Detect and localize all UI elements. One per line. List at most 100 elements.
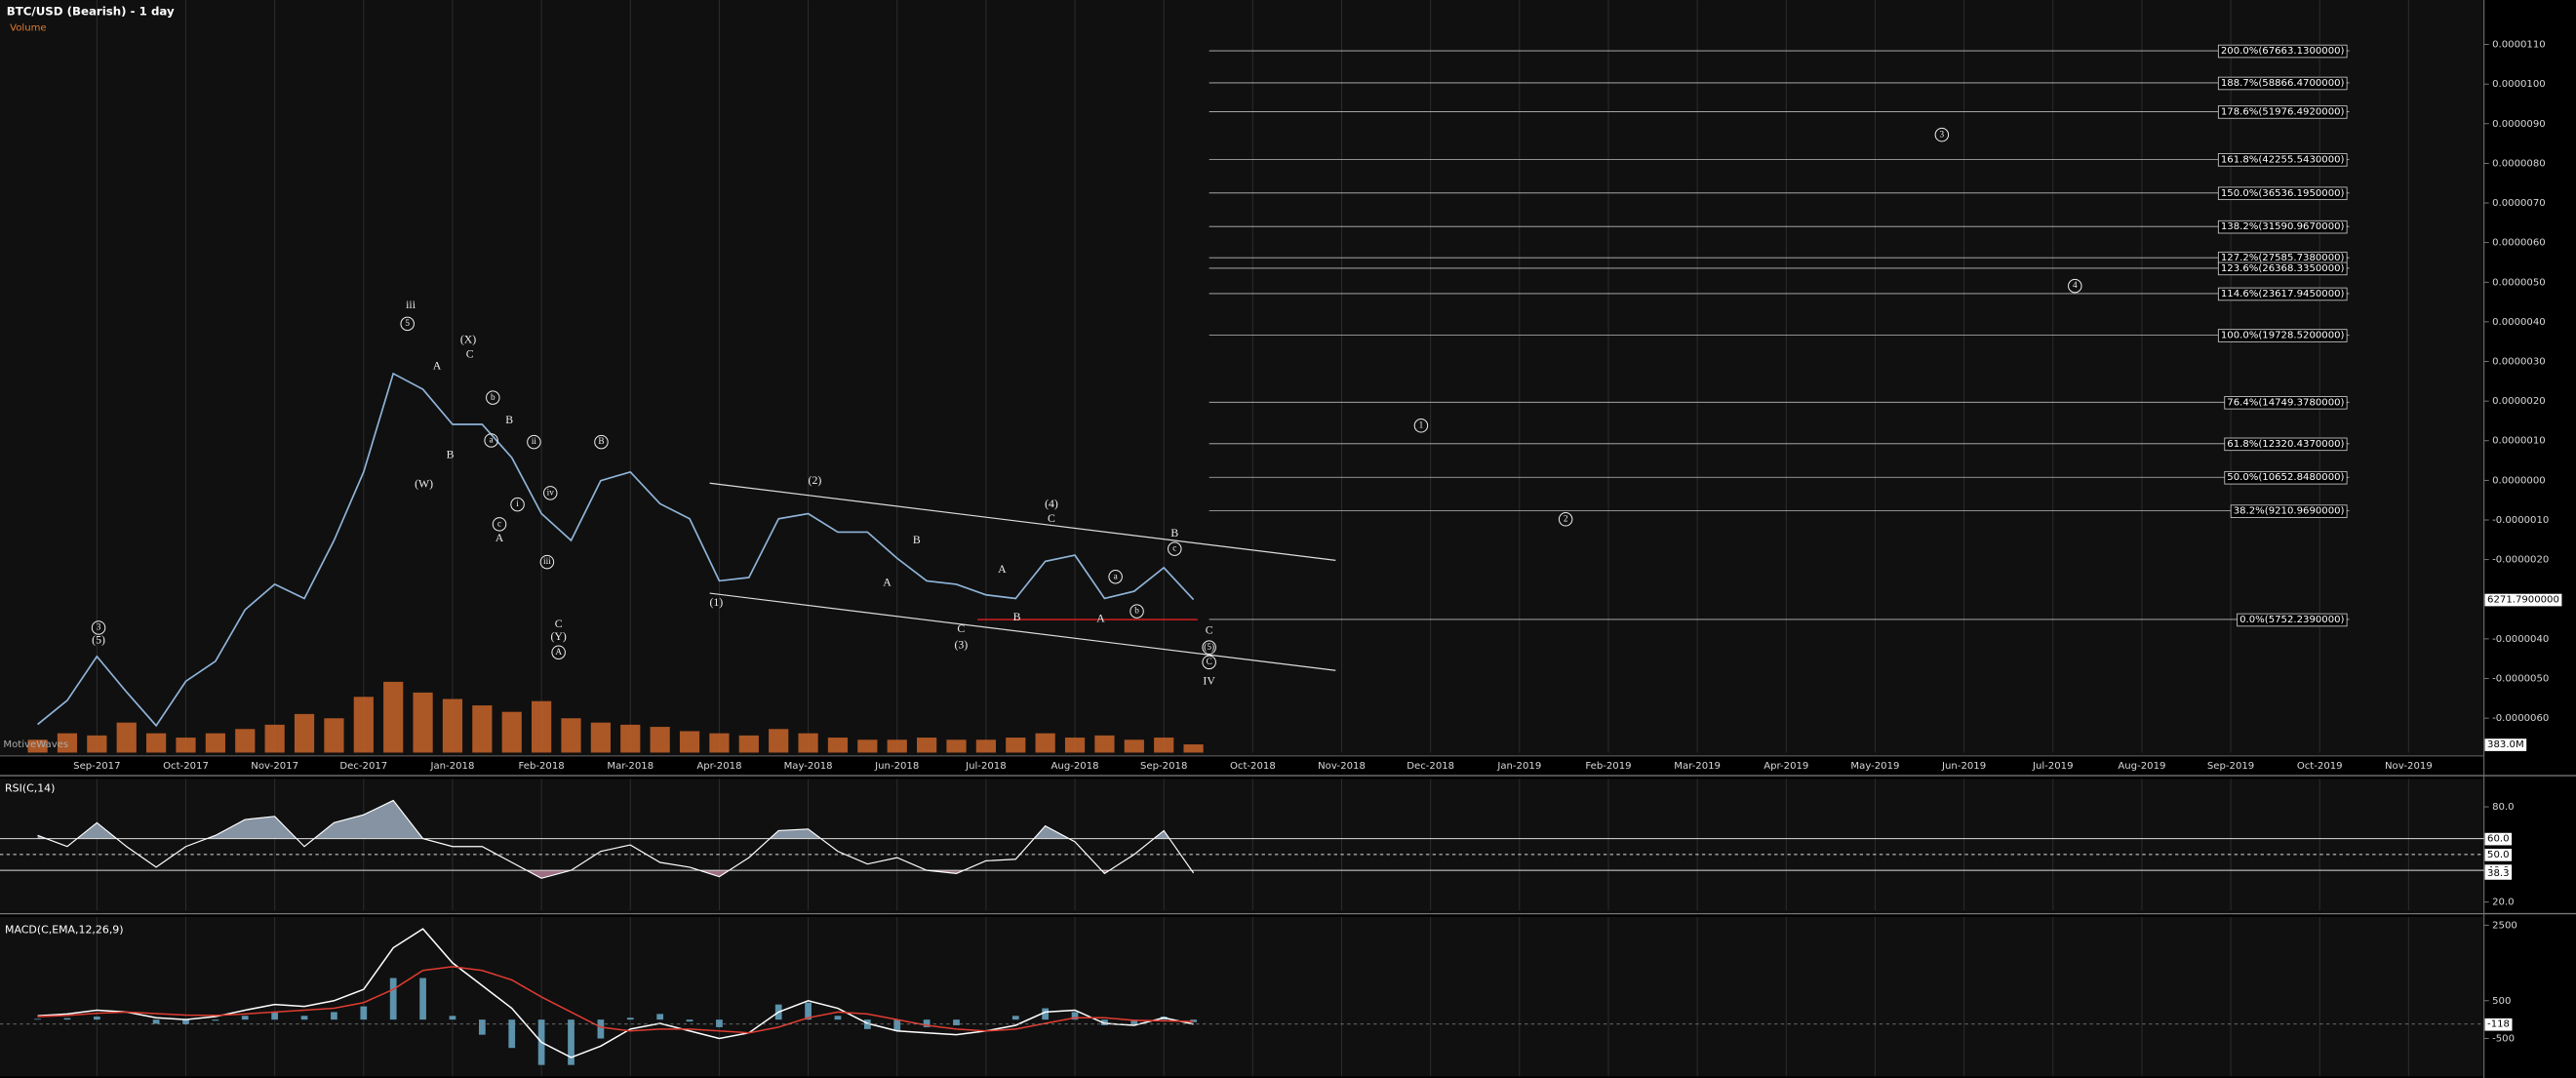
label-box — [2237, 613, 2348, 627]
wave-label: i — [516, 499, 519, 509]
rsi-level-label: 50.0 — [2487, 850, 2509, 860]
wave-label: B — [447, 447, 455, 460]
macd-histogram-bar — [300, 1016, 308, 1020]
y-tick-label: 500 — [2492, 996, 2511, 1007]
volume-bar — [87, 735, 107, 753]
label-box — [2484, 1018, 2513, 1031]
macd-histogram-bar — [626, 1018, 634, 1020]
label-box — [2484, 739, 2527, 751]
macd-histogram-bar — [656, 1014, 664, 1020]
wave-label: ii — [532, 437, 537, 447]
wave-label: B — [598, 437, 604, 447]
watermark: MotiveWaves — [3, 739, 68, 750]
wave-label: C — [555, 617, 563, 630]
rsi-level-label: 60.0 — [2487, 834, 2509, 845]
x-tick-label: Jun-2018 — [874, 761, 919, 772]
wave-label: C — [957, 621, 965, 635]
volume-bar — [769, 729, 789, 753]
volume-bar — [650, 727, 670, 753]
wave-label: (2) — [809, 473, 822, 487]
fib-label: 61.8%(12320.4370000) — [2227, 439, 2344, 450]
x-tick-label: Oct-2019 — [2297, 761, 2343, 772]
x-tick-label: Jul-2019 — [2032, 761, 2074, 772]
wave-circle — [1108, 569, 1123, 584]
wave-circle — [400, 316, 415, 332]
wave-label: b — [491, 393, 495, 403]
volume-bar — [1006, 738, 1026, 753]
wave-label: C — [1206, 623, 1213, 637]
label-box — [2217, 220, 2348, 234]
x-tick-label: Oct-2018 — [1230, 761, 1276, 772]
fib-label: 0.0%(5752.2390000) — [2239, 615, 2344, 625]
volume-bar — [57, 733, 78, 753]
rsi-panel — [0, 779, 2484, 912]
label-box — [2230, 504, 2348, 518]
label-box — [2224, 470, 2348, 485]
x-tick-label: Jan-2018 — [430, 761, 475, 772]
y-tick-label: -0.0000020 — [2492, 555, 2549, 566]
wave-circle — [1413, 419, 1429, 433]
wave-circle — [539, 554, 555, 570]
macd-histogram-bar — [568, 1019, 575, 1065]
label-box — [2484, 849, 2513, 861]
rsi-last-label: 38.3 — [2487, 868, 2509, 879]
volume-bar — [413, 692, 433, 753]
volume-bar — [472, 705, 493, 753]
wave-label: (W) — [415, 477, 433, 491]
volume-bar — [501, 711, 522, 753]
wave-label: (1) — [709, 595, 723, 609]
volume-bar — [116, 722, 137, 753]
last-price-label: 6271.7900000 — [2487, 595, 2559, 606]
volume-bar — [146, 733, 167, 753]
fib-label: 123.6%(26368.3350000) — [2221, 263, 2345, 274]
macd-histogram-bar — [686, 1019, 694, 1022]
wave-label: 5 — [405, 319, 410, 329]
x-tick-label: Jul-2018 — [965, 761, 1007, 772]
wave-label: iv — [547, 488, 555, 498]
macd-histogram-bar — [923, 1019, 931, 1027]
wave-label: A — [555, 648, 562, 658]
wave-label: B — [913, 533, 921, 546]
macd-histogram-bar — [271, 1012, 279, 1020]
wave-label: C — [466, 347, 474, 361]
wave-label: a — [490, 436, 494, 446]
volume-bar — [324, 718, 344, 753]
macd-histogram-bar — [241, 1016, 249, 1020]
wave-label: 3 — [97, 623, 101, 633]
x-tick-label: Nov-2018 — [1318, 761, 1366, 772]
volume-bar — [176, 738, 196, 753]
wave-circle — [1129, 604, 1144, 619]
wave-label: 1 — [1419, 420, 1424, 430]
x-tick-label: May-2019 — [1850, 761, 1899, 772]
wave-label: (3) — [954, 638, 968, 652]
x-tick-label: Jun-2019 — [1941, 761, 1986, 772]
fib-label: 76.4%(14749.3780000) — [2227, 397, 2344, 408]
macd-histogram-bar — [1071, 1012, 1079, 1020]
volume-bar — [1154, 738, 1174, 753]
volume-bar — [709, 733, 730, 753]
label-box — [2484, 867, 2513, 880]
volume-bar — [205, 733, 225, 753]
macd-histogram-bar — [953, 1019, 960, 1025]
wave-circle — [91, 620, 106, 635]
x-tick-label: May-2018 — [784, 761, 833, 772]
macd-histogram-bar — [182, 1019, 189, 1024]
macd-histogram-bar — [508, 1019, 516, 1049]
x-tick-label: Feb-2018 — [519, 761, 565, 772]
last-volume-label: 383.0M — [2487, 739, 2524, 750]
wave-label: (5) — [92, 633, 105, 647]
chart-subtitle: Volume — [10, 23, 47, 34]
x-tick-label: Apr-2019 — [1764, 761, 1808, 772]
volume-bar — [353, 697, 374, 753]
volume-bar — [264, 724, 285, 753]
plot: Sep-2017 Oct-2017 Nov-2017 Dec-2017 Jan-2018… — [0, 40, 2562, 1065]
label-box — [2217, 105, 2348, 119]
volume-bar — [1183, 744, 1204, 753]
volume-bar — [827, 738, 849, 753]
wave-label: A — [998, 562, 1007, 576]
y-tick-label: 0.0000060 — [2492, 238, 2546, 249]
volume-bar — [383, 681, 404, 753]
macd-histogram-bar — [893, 1019, 901, 1031]
macd-line — [37, 966, 1194, 1034]
